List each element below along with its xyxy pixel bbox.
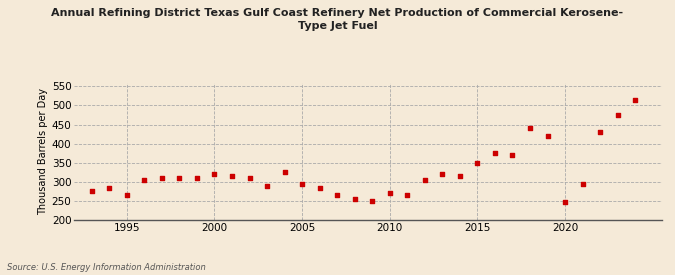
Point [139,178,150,182]
Point [104,185,115,190]
Point [402,193,412,197]
Point [209,172,220,176]
Point [279,170,290,174]
Point [507,153,518,157]
Point [367,199,377,203]
Point [437,172,448,176]
Text: Annual Refining District Texas Gulf Coast Refinery Net Production of Commercial : Annual Refining District Texas Gulf Coas… [51,8,624,31]
Point [174,176,185,180]
Point [560,199,570,204]
Point [297,182,308,186]
Point [157,176,167,180]
Point [454,174,465,178]
Point [332,193,343,197]
Point [419,178,430,182]
Point [227,174,238,178]
Point [350,197,360,201]
Y-axis label: Thousand Barrels per Day: Thousand Barrels per Day [38,88,47,215]
Text: Source: U.S. Energy Information Administration: Source: U.S. Energy Information Administ… [7,263,205,272]
Point [542,134,553,138]
Point [244,176,255,180]
Point [489,151,500,155]
Point [86,189,97,194]
Point [524,126,535,131]
Point [612,113,623,117]
Point [315,185,325,190]
Point [384,191,395,196]
Point [192,176,202,180]
Point [122,193,132,197]
Point [595,130,605,134]
Point [472,161,483,165]
Point [630,97,641,102]
Point [262,183,273,188]
Point [577,182,588,186]
